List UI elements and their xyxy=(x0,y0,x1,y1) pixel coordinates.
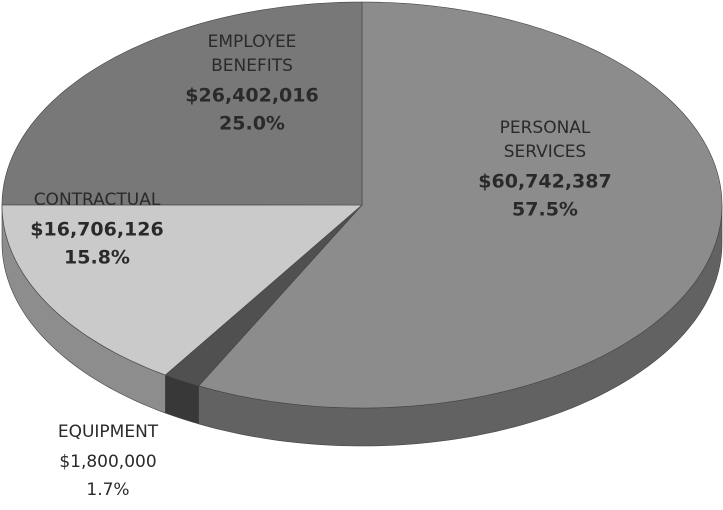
slice xyxy=(164,204,363,387)
percent-label: 1.7% xyxy=(86,480,129,500)
slice xyxy=(198,1,723,409)
percent-label: 15.8% xyxy=(64,247,130,269)
slice xyxy=(1,1,363,206)
value-label: $26,402,016 xyxy=(185,85,318,107)
percent-label: 57.5% xyxy=(512,199,578,221)
percent-label: 25.0% xyxy=(219,113,285,135)
value-label: $60,742,387 xyxy=(478,171,611,193)
value-label: $16,706,126 xyxy=(30,219,163,241)
category-label: EMPLOYEE BENEFITS xyxy=(208,32,297,76)
value-label: $1,800,000 xyxy=(59,452,156,472)
category-label: EQUIPMENT xyxy=(58,422,159,442)
category-label: PERSONAL SERVICES xyxy=(500,118,591,162)
slice xyxy=(1,204,363,376)
category-label: CONTRACTUAL xyxy=(34,190,161,210)
